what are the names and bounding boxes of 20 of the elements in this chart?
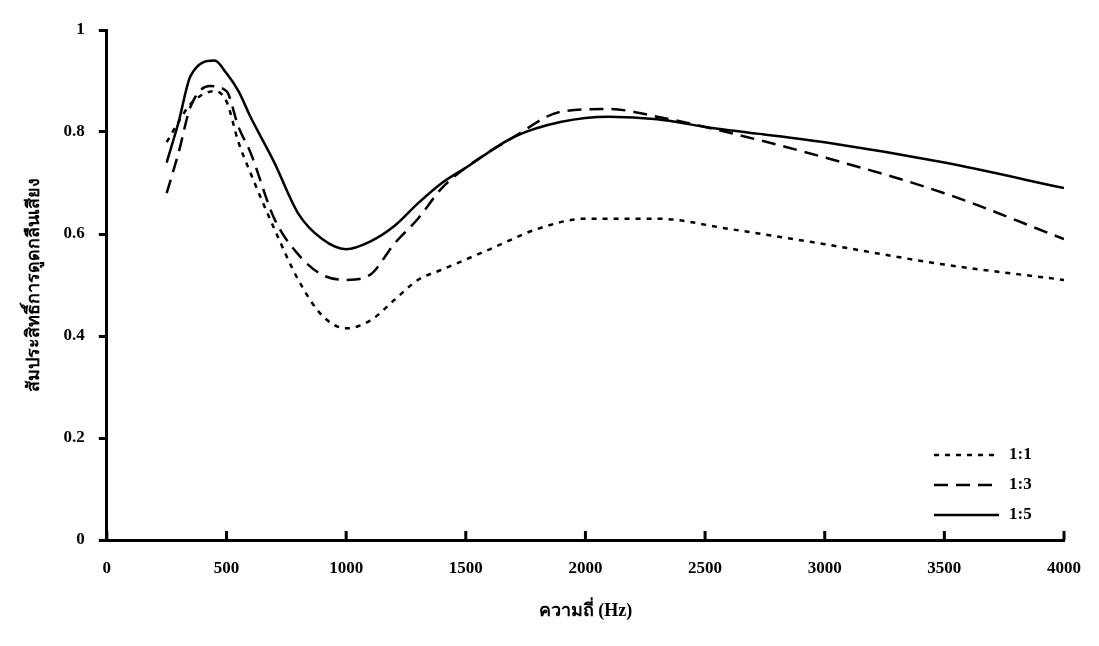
y-tick-label: 0 [76, 529, 85, 549]
x-tick-label: 2000 [568, 557, 603, 577]
legend-label: 1:3 [1009, 474, 1032, 494]
x-tick-label: 1500 [448, 557, 483, 577]
y-axis-title: สัมประสิทธิ์การดูดกลืนเสียง [19, 178, 46, 392]
x-tick-label: 2500 [688, 557, 723, 577]
y-tick-label: 0.2 [63, 427, 85, 447]
legend-label: 1:5 [1009, 504, 1032, 524]
y-tick-label: 0.8 [63, 121, 85, 141]
x-tick-label: 500 [213, 557, 240, 577]
legend-label: 1:1 [1009, 444, 1032, 464]
y-tick-label: 0.6 [63, 223, 85, 243]
x-tick-label: 3500 [927, 557, 962, 577]
x-tick-label: 0 [102, 557, 112, 577]
x-tick-label: 3000 [807, 557, 842, 577]
x-tick-label: 4000 [1047, 557, 1081, 577]
x-tick-label: 1000 [329, 557, 364, 577]
y-tick-label: 0.4 [63, 325, 86, 345]
y-tick-label: 1 [76, 19, 85, 39]
x-axis-title: ความถี่ (Hz) [538, 596, 633, 621]
